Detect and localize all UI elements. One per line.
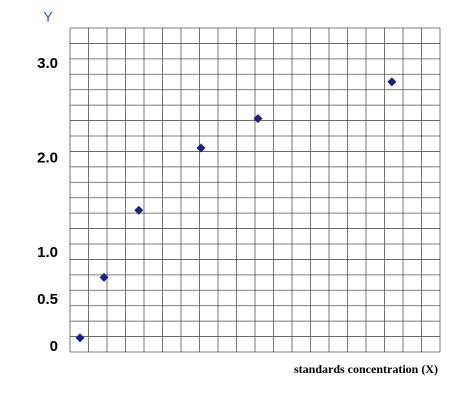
y-tick-label: 0.5 bbox=[37, 291, 58, 308]
x-axis-label: standards concentration (X) bbox=[294, 362, 438, 376]
data-point bbox=[134, 205, 144, 215]
y-tick-label: 1.0 bbox=[37, 244, 58, 261]
chart-title: Y bbox=[43, 9, 53, 25]
y-tick-label: 2.0 bbox=[37, 149, 58, 166]
data-point bbox=[99, 272, 109, 282]
data-point bbox=[387, 77, 397, 87]
data-point bbox=[75, 333, 85, 343]
data-point bbox=[253, 114, 263, 124]
data-point bbox=[196, 143, 206, 153]
y-tick-label: 0 bbox=[50, 338, 58, 355]
y-tick-label: 3.0 bbox=[37, 55, 58, 72]
